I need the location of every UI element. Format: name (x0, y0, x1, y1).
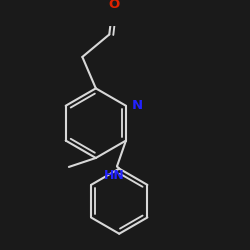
Text: N: N (132, 99, 143, 112)
Text: HN: HN (104, 168, 125, 181)
Text: O: O (108, 0, 120, 11)
